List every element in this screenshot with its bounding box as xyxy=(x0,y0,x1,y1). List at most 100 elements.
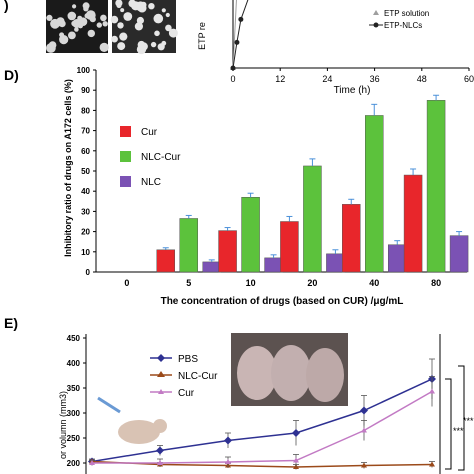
panel-letter-e: E) xyxy=(4,315,18,331)
d-bar xyxy=(303,165,322,273)
mouse-body-3 xyxy=(306,348,344,402)
mouse-photo xyxy=(231,333,348,406)
d-bar xyxy=(241,197,260,273)
panel-letter-top: ) xyxy=(4,0,9,13)
d-bar xyxy=(264,257,283,273)
micrograph-particle xyxy=(153,13,164,24)
mouse-illustration-head xyxy=(153,419,167,433)
micrograph-particle xyxy=(136,16,144,25)
release-x-tick-label: 12 xyxy=(275,74,285,84)
micrograph-particle xyxy=(168,28,178,38)
d-y-tick-label: 80 xyxy=(81,106,90,115)
e-legend-cur: Cur xyxy=(178,388,195,399)
d-bar xyxy=(365,115,384,273)
d-bar xyxy=(449,235,469,273)
d-x-tick-label: 20 xyxy=(307,278,317,288)
d-x-tick-label: 0 xyxy=(124,278,129,288)
micrograph-particle xyxy=(96,22,103,28)
d-bar xyxy=(342,204,361,273)
micrograph-particle xyxy=(74,27,79,32)
d-legend-label: Cur xyxy=(141,127,158,138)
d-bar xyxy=(326,253,345,273)
micrograph-particle xyxy=(136,44,147,55)
e-series-line xyxy=(92,390,433,464)
sig-bracket-outer xyxy=(458,365,465,471)
micrograph-particle xyxy=(67,11,77,21)
e-point xyxy=(429,461,435,467)
micrograph-particle xyxy=(83,6,89,12)
micrograph-particle xyxy=(59,35,69,45)
micrograph-particle xyxy=(165,24,172,32)
micrograph-particle xyxy=(120,8,125,13)
e-y-tick-label: 400 xyxy=(67,359,81,368)
d-x-tick-label: 5 xyxy=(186,278,191,288)
d-y-tick-label: 70 xyxy=(81,127,90,136)
d-x-tick-label: 40 xyxy=(369,278,379,288)
micrograph-particle xyxy=(157,43,165,51)
sig-bracket-inner xyxy=(445,378,452,470)
micrograph-particle xyxy=(140,2,147,9)
e-point xyxy=(89,460,95,465)
release-series-line xyxy=(232,0,237,69)
syringe-icon xyxy=(97,396,121,414)
d-y-tick-label: 20 xyxy=(81,228,90,237)
micrograph-particle xyxy=(111,35,118,43)
mouse-body-2 xyxy=(271,345,311,401)
d-y-tick-label: 60 xyxy=(81,147,90,156)
micrograph-particle xyxy=(99,42,109,53)
micrograph-particle xyxy=(46,14,53,21)
d-bar xyxy=(280,221,299,273)
line-chart-e: E) or volumn (mm3) 200 250 300 350 400 450 PB… xyxy=(4,315,474,474)
e-point xyxy=(157,460,163,465)
e-y-tick-label: 250 xyxy=(67,434,81,443)
release-x-tick-label: 48 xyxy=(417,74,427,84)
e-point xyxy=(224,436,232,445)
d-y-tick-label: 40 xyxy=(81,187,90,196)
e-point xyxy=(361,427,367,433)
d-y-tick-label: 10 xyxy=(81,248,90,257)
micrograph-particle xyxy=(87,29,96,38)
d-bar xyxy=(179,218,198,273)
e-point xyxy=(360,406,368,415)
micrograph-particle xyxy=(117,42,126,51)
e-y-tick-label: 300 xyxy=(67,409,81,418)
panel-letter-d: D) xyxy=(4,67,19,83)
release-y-label: ETP re xyxy=(197,22,207,50)
release-legend: ETP solution ETP-NLCs xyxy=(369,9,429,30)
e-point xyxy=(156,446,164,455)
e-point xyxy=(292,429,300,437)
d-y-tick-label: 90 xyxy=(81,86,90,95)
micrograph-particle xyxy=(134,22,143,31)
d-legend: Cur NLC-Cur NLC xyxy=(120,126,181,188)
e-point xyxy=(429,388,435,394)
d-legend-swatch xyxy=(120,151,131,162)
micrograph-particle xyxy=(119,32,128,41)
e-legend-marker-pbs xyxy=(157,354,165,362)
d-x-tick-label: 10 xyxy=(246,278,256,288)
release-chart: ETP re 0 12 24 36 48 60 Time (h) ETP solution… xyxy=(197,0,474,96)
micrograph-particle xyxy=(102,21,108,27)
e-series-line xyxy=(91,460,433,468)
micrograph-particle xyxy=(161,8,166,13)
d-x-label: The concentration of drugs (based on CUR… xyxy=(161,296,404,307)
release-point xyxy=(234,39,240,45)
d-y-tick-label: 50 xyxy=(81,167,90,176)
bar-chart-d: D) Inhibitory ratio of drugs on A172 cel… xyxy=(4,66,469,307)
e-series-line xyxy=(91,378,433,463)
e-y-tick-label: 350 xyxy=(67,384,81,393)
micrograph-particle xyxy=(154,30,160,37)
significance-brackets: *** *** xyxy=(445,365,474,471)
micrograph-particle xyxy=(116,2,122,8)
d-bar xyxy=(388,244,407,273)
micrograph-particle xyxy=(100,14,107,22)
e-legend-nlc-cur: NLC-Cur xyxy=(178,371,218,382)
micrograph-particle xyxy=(128,0,136,8)
e-y-label: or volumn (mm3) xyxy=(58,391,68,459)
micrograph-particle xyxy=(123,12,133,21)
e-legend-marker-nlc-cur xyxy=(157,371,165,377)
d-y-tick-label: 0 xyxy=(86,268,91,277)
d-y-tick-label: 100 xyxy=(77,66,91,75)
micrograph-particle xyxy=(110,15,119,24)
e-point xyxy=(225,459,231,464)
